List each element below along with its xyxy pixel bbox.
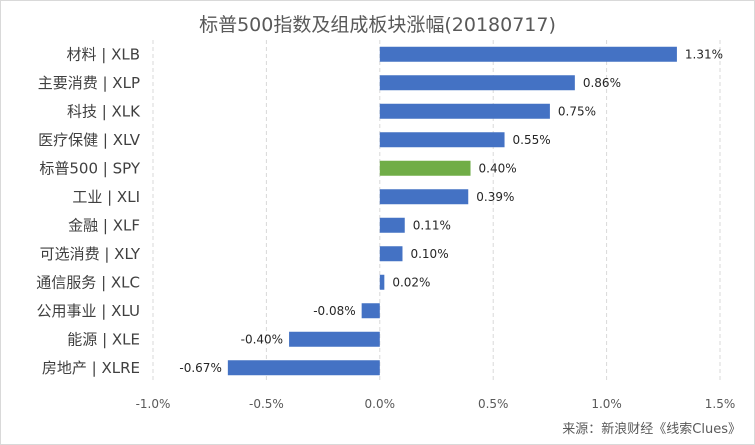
category-label: 主要消费 | XLP [38, 74, 140, 92]
bar [379, 160, 471, 176]
value-label: 0.11% [413, 218, 451, 232]
source-note: 来源：新浪财经《线索Clues》 [562, 422, 741, 437]
category-label: 房地产 | XLRE [42, 359, 140, 377]
bar [361, 303, 380, 319]
bar [379, 103, 550, 119]
x-tick-label: -1.0% [136, 397, 171, 411]
bar [379, 189, 469, 205]
value-label: 0.75% [558, 104, 596, 118]
value-label: 1.31% [685, 47, 723, 61]
value-label: 0.55% [513, 133, 551, 147]
category-label: 标普500 | SPY [39, 159, 140, 177]
x-tick-label: 1.0% [591, 397, 622, 411]
category-label: 医疗保健 | XLV [38, 131, 141, 149]
value-label: 0.10% [410, 247, 448, 261]
value-label: 0.02% [392, 275, 430, 289]
bar [379, 274, 385, 290]
category-label: 科技 | XLK [67, 102, 141, 120]
bar [379, 217, 405, 233]
value-label: -0.40% [241, 332, 283, 346]
value-label: 0.86% [583, 76, 621, 90]
bar [379, 246, 403, 262]
value-label: -0.08% [313, 304, 355, 318]
category-label: 材料 | XLB [66, 45, 140, 63]
bar [227, 360, 380, 376]
value-label: 0.40% [479, 161, 517, 175]
category-label: 能源 | XLE [67, 330, 140, 348]
x-tick-label: 0.0% [365, 397, 396, 411]
category-label: 通信服务 | XLC [36, 273, 140, 291]
x-tick-label: 0.5% [478, 397, 509, 411]
value-label: 0.39% [476, 190, 514, 204]
category-label: 公用事业 | XLU [37, 302, 140, 320]
category-label: 金融 | XLF [68, 216, 140, 234]
x-tick-label: -0.5% [249, 397, 284, 411]
x-tick-label: 1.5% [705, 397, 736, 411]
category-label: 工业 | XLI [72, 188, 140, 206]
bar [289, 331, 380, 347]
category-label: 可选消费 | XLY [40, 245, 141, 263]
bar [379, 46, 677, 62]
bar [379, 75, 575, 91]
bar [379, 132, 505, 148]
chart-title: 标普500指数及组成板块涨幅(20180717) [199, 14, 556, 36]
value-label: -0.67% [179, 361, 221, 375]
